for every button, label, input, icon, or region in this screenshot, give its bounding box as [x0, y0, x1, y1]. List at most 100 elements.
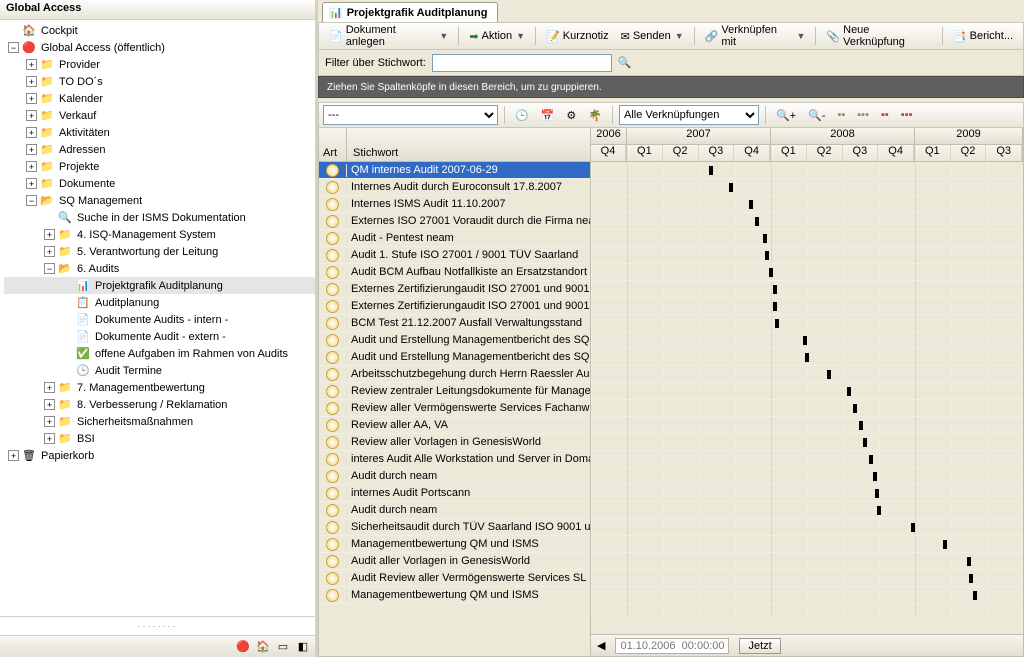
- navigator-tree[interactable]: 🏠Cockpit−🔴Global Access (öffentlich)+📁Pr…: [0, 20, 315, 616]
- tree-item[interactable]: −📂6. Audits: [4, 260, 315, 277]
- gantt-bar[interactable]: [773, 285, 777, 294]
- task-row[interactable]: Managementbewertung QM und ISMS: [319, 536, 590, 553]
- gantt-bar[interactable]: [769, 268, 773, 277]
- tree-item[interactable]: 📄Dokumente Audits - intern -: [4, 311, 315, 328]
- tree-item[interactable]: −🔴Global Access (öffentlich): [4, 39, 315, 56]
- task-row[interactable]: Audit BCM Aufbau Notfallkiste an Ersatzs…: [319, 264, 590, 281]
- gantt-bar[interactable]: [729, 183, 733, 192]
- task-row[interactable]: Audit aller Vorlagen in GenesisWorld: [319, 553, 590, 570]
- tree-item[interactable]: +📁4. ISQ-Management System: [4, 226, 315, 243]
- task-row[interactable]: Audit durch neam: [319, 502, 590, 519]
- horizontal-scrollbar[interactable]: [591, 618, 1023, 634]
- gantt-bar[interactable]: [765, 251, 769, 260]
- gear-button[interactable]: ⚙: [562, 107, 580, 124]
- tree-item[interactable]: 🕒Audit Termine: [4, 362, 315, 379]
- gantt-bar[interactable]: [967, 557, 971, 566]
- splitter-handle[interactable]: ········: [0, 616, 315, 635]
- quicknote-button[interactable]: 📝Kurznotiz: [542, 28, 613, 45]
- send-button[interactable]: ✉Senden▼: [617, 28, 688, 45]
- tree-item[interactable]: +📁Dokumente: [4, 175, 315, 192]
- expand-toggle[interactable]: +: [26, 76, 37, 87]
- expand-toggle[interactable]: −: [44, 263, 55, 274]
- action-button[interactable]: ➡Aktion▼: [465, 28, 529, 45]
- tree-item[interactable]: +📁8. Verbesserung / Reklamation: [4, 396, 315, 413]
- clock-button[interactable]: 🕒: [511, 107, 533, 124]
- filter-input[interactable]: [432, 54, 612, 72]
- task-row[interactable]: Externes Zertifizierungaudit ISO 27001 u…: [319, 298, 590, 315]
- gantt-bar[interactable]: [805, 353, 809, 362]
- tree-item[interactable]: +📁BSI: [4, 430, 315, 447]
- tree-item[interactable]: +📁Sicherheitsmaßnahmen: [4, 413, 315, 430]
- task-row[interactable]: Sicherheitsaudit durch TÜV Saarland ISO …: [319, 519, 590, 536]
- task-row[interactable]: Review zentraler Leitungsdokumente für M…: [319, 383, 590, 400]
- zoom-out-button[interactable]: 🔍-: [804, 107, 829, 124]
- task-row[interactable]: interes Audit Alle Workstation und Serve…: [319, 451, 590, 468]
- expand-toggle[interactable]: +: [44, 433, 55, 444]
- gantt-bar[interactable]: [749, 200, 753, 209]
- footer-globe-icon[interactable]: 🔴: [235, 639, 251, 655]
- tree-item[interactable]: +📁Aktivitäten: [4, 124, 315, 141]
- link-with-button[interactable]: 🔗Verknüpfen mit▼: [701, 22, 810, 50]
- gantt-bar[interactable]: [859, 421, 863, 430]
- task-row[interactable]: Audit durch neam: [319, 468, 590, 485]
- now-button[interactable]: Jetzt: [739, 638, 780, 654]
- task-row[interactable]: Review aller Vermögenswerte Services Fac…: [319, 400, 590, 417]
- new-document-button[interactable]: 📄Dokument anlegen▼: [325, 22, 452, 50]
- expand-toggle[interactable]: +: [26, 59, 37, 70]
- tree-item[interactable]: −📂SQ Management: [4, 192, 315, 209]
- task-row[interactable]: Audit und Erstellung Managementbericht d…: [319, 332, 590, 349]
- tree-item[interactable]: +📁Verkauf: [4, 107, 315, 124]
- expand-toggle[interactable]: +: [26, 178, 37, 189]
- expand-toggle[interactable]: +: [26, 161, 37, 172]
- new-link-button[interactable]: 📎Neue Verknüpfung: [822, 22, 936, 50]
- expand-toggle[interactable]: +: [26, 93, 37, 104]
- footer-window-icon[interactable]: ▭: [275, 639, 291, 655]
- tree-item[interactable]: +📁Adressen: [4, 141, 315, 158]
- gantt-bar[interactable]: [775, 319, 779, 328]
- tree-item[interactable]: +📁Provider: [4, 56, 315, 73]
- task-row[interactable]: Review aller Vorlagen in GenesisWorld: [319, 434, 590, 451]
- task-row[interactable]: Managementbewertung QM und ISMS: [319, 587, 590, 604]
- gantt-bar[interactable]: [973, 591, 977, 600]
- gantt-bar[interactable]: [969, 574, 973, 583]
- groupby-bar[interactable]: Ziehen Sie Spaltenköpfe in diesen Bereic…: [318, 76, 1024, 98]
- gantt-bar[interactable]: [943, 540, 947, 549]
- view-select-1[interactable]: ---: [323, 105, 498, 125]
- task-row[interactable]: Internes ISMS Audit 11.10.2007: [319, 196, 590, 213]
- gantt-bar[interactable]: [827, 370, 831, 379]
- gantt-bar[interactable]: [773, 302, 777, 311]
- tree-item[interactable]: 🔍Suche in der ISMS Dokumentation: [4, 209, 315, 226]
- expand-toggle[interactable]: +: [44, 399, 55, 410]
- tree-item[interactable]: +📁Projekte: [4, 158, 315, 175]
- gantt-bar[interactable]: [763, 234, 767, 243]
- task-row[interactable]: Audit und Erstellung Managementbericht d…: [319, 349, 590, 366]
- report-button[interactable]: 📑Bericht...: [949, 28, 1017, 45]
- palm-button[interactable]: 🌴: [584, 107, 606, 124]
- calendar-button[interactable]: 📅: [537, 107, 559, 124]
- tree-item[interactable]: 📋Auditplanung: [4, 294, 315, 311]
- expand-toggle[interactable]: −: [26, 195, 37, 206]
- tree-item[interactable]: +📁Kalender: [4, 90, 315, 107]
- task-row[interactable]: Externes ISO 27001 Voraudit durch die Fi…: [319, 213, 590, 230]
- scale3-icon[interactable]: ▪▪: [877, 107, 893, 123]
- task-row[interactable]: Externes Zertifizierungaudit ISO 27001 u…: [319, 281, 590, 298]
- col-keyword-header[interactable]: Stichwort: [347, 128, 590, 161]
- gantt-bar[interactable]: [869, 455, 873, 464]
- tab-projektgrafik[interactable]: 📊 Projektgrafik Auditplanung: [322, 2, 498, 22]
- expand-toggle[interactable]: +: [26, 127, 37, 138]
- timeline-body[interactable]: [591, 162, 1023, 618]
- expand-toggle[interactable]: +: [44, 246, 55, 257]
- tree-item[interactable]: +📁5. Verantwortung der Leitung: [4, 243, 315, 260]
- tree-item[interactable]: 📄Dokumente Audit - extern -: [4, 328, 315, 345]
- scale1-icon[interactable]: ▪▪: [833, 107, 849, 123]
- gantt-bar[interactable]: [875, 489, 879, 498]
- footer-panel-icon[interactable]: ◧: [295, 639, 311, 655]
- expand-toggle[interactable]: −: [8, 42, 19, 53]
- scale4-icon[interactable]: ▪▪▪: [897, 107, 917, 123]
- gantt-bar[interactable]: [803, 336, 807, 345]
- tree-item[interactable]: +📁7. Managementbewertung: [4, 379, 315, 396]
- expand-toggle[interactable]: +: [26, 144, 37, 155]
- expand-toggle[interactable]: +: [44, 416, 55, 427]
- tree-item[interactable]: ✅offene Aufgaben im Rahmen von Audits: [4, 345, 315, 362]
- task-row[interactable]: Arbeitsschutzbegehung durch Herrn Raessl…: [319, 366, 590, 383]
